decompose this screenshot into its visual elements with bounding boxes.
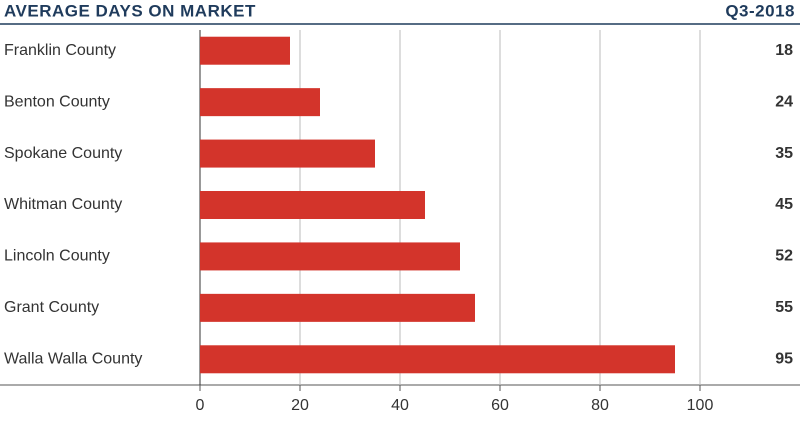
x-tick-label: 100 — [687, 397, 714, 414]
value-label: 95 — [775, 351, 793, 368]
bar — [200, 242, 460, 271]
y-tick-label: Lincoln County — [4, 248, 110, 265]
x-tick-label: 40 — [391, 397, 409, 414]
x-tick-label: 60 — [491, 397, 509, 414]
value-label: 45 — [775, 196, 793, 213]
y-tick-label: Walla Walla County — [4, 351, 142, 368]
bar — [200, 88, 320, 117]
chart-title: AVERAGE DAYS ON MARKET — [4, 1, 256, 20]
value-label: 55 — [775, 299, 793, 316]
y-tick-label: Spokane County — [4, 145, 122, 162]
y-tick-label: Grant County — [4, 299, 99, 316]
bar — [200, 345, 675, 374]
bar — [200, 293, 475, 322]
chart-subtitle: Q3-2018 — [725, 1, 795, 20]
bar — [200, 36, 290, 65]
y-tick-label: Benton County — [4, 93, 110, 110]
bar — [200, 191, 425, 219]
x-tick-label: 20 — [291, 397, 309, 414]
value-label: 52 — [775, 248, 793, 265]
bar — [200, 139, 375, 168]
value-label: 24 — [775, 93, 793, 110]
x-tick-label: 0 — [196, 397, 205, 414]
value-label: 18 — [775, 42, 793, 59]
x-tick-label: 80 — [591, 397, 609, 414]
y-tick-label: Franklin County — [4, 42, 116, 59]
value-label: 35 — [775, 145, 793, 162]
y-tick-label: Whitman County — [4, 196, 122, 213]
